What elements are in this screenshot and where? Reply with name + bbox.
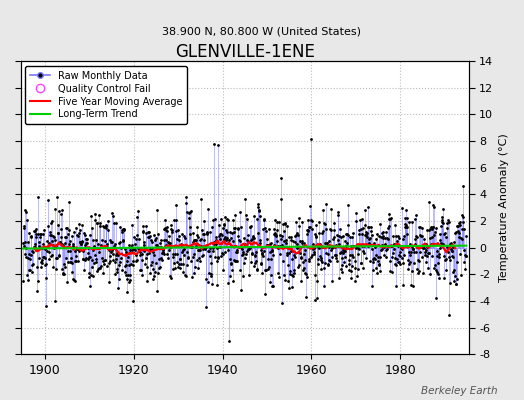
- Title: GLENVILLE-1ENE: GLENVILLE-1ENE: [175, 43, 315, 61]
- Text: Berkeley Earth: Berkeley Earth: [421, 386, 498, 396]
- Text: 38.900 N, 80.800 W (United States): 38.900 N, 80.800 W (United States): [162, 26, 362, 36]
- Y-axis label: Temperature Anomaly (°C): Temperature Anomaly (°C): [499, 133, 509, 282]
- Legend: Raw Monthly Data, Quality Control Fail, Five Year Moving Average, Long-Term Tren: Raw Monthly Data, Quality Control Fail, …: [26, 66, 187, 124]
